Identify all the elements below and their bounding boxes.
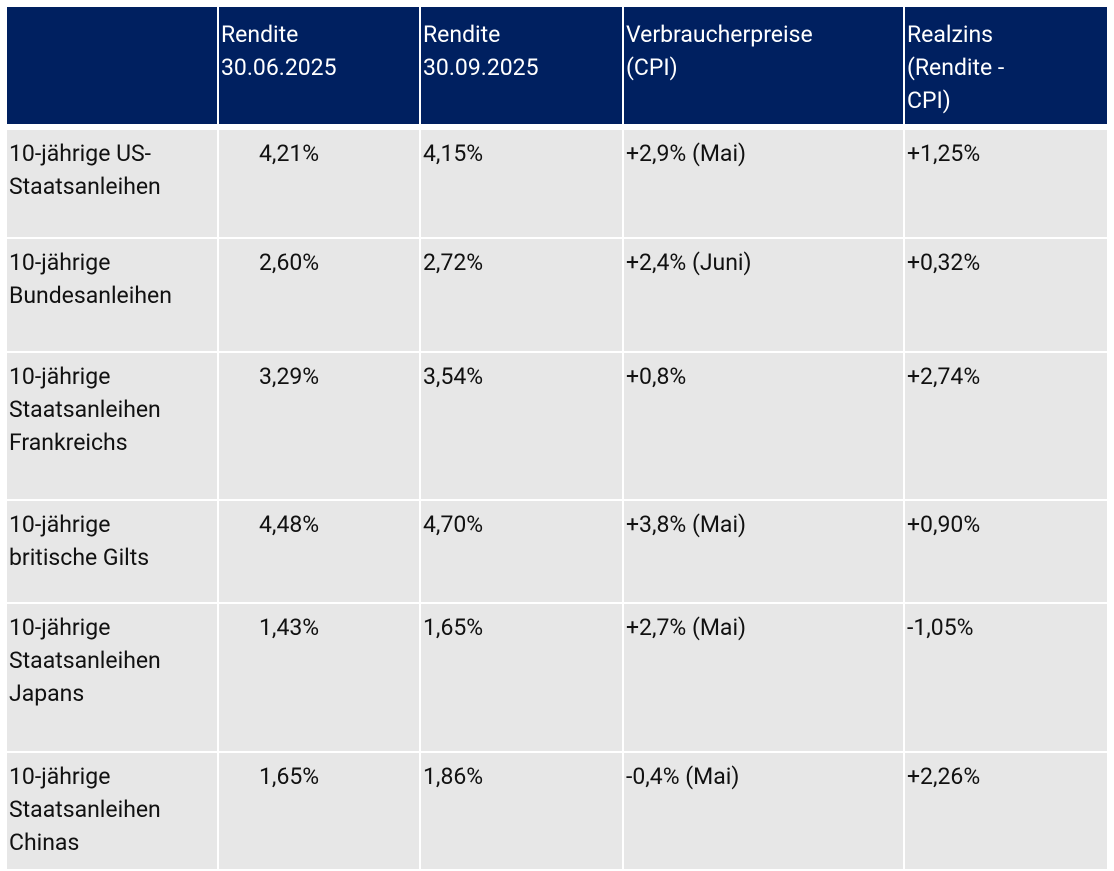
- text-line: Verbraucherpreise: [626, 21, 813, 48]
- header-cell: Verbraucherpreise (CPI): [624, 7, 905, 124]
- header-cell: Realzins (Rendite - CPI): [905, 7, 1107, 124]
- table-cell: 2,60%: [219, 239, 421, 351]
- table-cell: +0,90%: [905, 501, 1107, 602]
- table-cell: 3,29%: [219, 353, 421, 499]
- table-cell: 4,70%: [421, 501, 624, 602]
- table-cell: 10-jährige Bundesanleihen: [7, 239, 219, 351]
- text-line: Staatsanleihen: [9, 796, 161, 823]
- header-row: Rendite 30.06.2025 Rendite 30.09.2025 Verbra…: [7, 7, 1107, 130]
- table-cell: +3,8% (Mai): [624, 501, 905, 602]
- text-line: 10-jährige US-: [9, 140, 152, 167]
- text-line: 30.06.2025: [221, 54, 337, 81]
- table-cell: 1,65%: [219, 753, 421, 869]
- text-line: britische Gilts: [9, 544, 150, 571]
- table-cell: +2,7% (Mai): [624, 604, 905, 751]
- header-cell: Rendite 30.06.2025: [219, 7, 421, 124]
- table-cell: 1,43%: [219, 604, 421, 751]
- table-cell: 4,21%: [219, 130, 421, 237]
- table-cell: 3,54%: [421, 353, 624, 499]
- table-cell: 4,48%: [219, 501, 421, 602]
- text-line: Bundesanleihen: [9, 282, 172, 309]
- text-line: Staatsanleihen: [9, 647, 161, 674]
- table-cell: +2,9% (Mai): [624, 130, 905, 237]
- text-line: Staatsanleihen: [9, 173, 161, 200]
- text-line: Staatsanleihen: [9, 396, 161, 423]
- text-line: 10-jährige: [9, 249, 111, 276]
- table-cell: 2,72%: [421, 239, 624, 351]
- text-line: Frankreichs: [9, 429, 128, 456]
- table-cell: +0,8%: [624, 353, 905, 499]
- table: Rendite 30.06.2025 Rendite 30.09.2025 Verbra…: [7, 7, 1107, 871]
- table-cell: +2,74%: [905, 353, 1107, 499]
- table-cell: +1,25%: [905, 130, 1107, 237]
- table-row: 10-jährige Bundesanleihen 2,60% 2,72% +2,4% …: [7, 239, 1107, 353]
- table-row: 10-jährige Staatsanleihen Frankreichs 3,29%…: [7, 353, 1107, 501]
- text-line: 30.09.2025: [423, 54, 539, 81]
- table-row: 10-jährige Staatsanleihen Japans 1,43% 1,65%…: [7, 604, 1107, 753]
- table-cell: 10-jährige Staatsanleihen Frankreichs: [7, 353, 219, 499]
- table-cell: +2,26%: [905, 753, 1107, 869]
- text-line: Realzins: [907, 21, 994, 48]
- text-line: (CPI): [626, 54, 678, 81]
- table-cell: 1,65%: [421, 604, 624, 751]
- table-cell: +2,4% (Juni): [624, 239, 905, 351]
- text-line: 10-jährige: [9, 614, 111, 641]
- table-row: 10-jährige US- Staatsanleihen 4,21% 4,15% +2…: [7, 130, 1107, 239]
- text-line: 10-jährige: [9, 763, 111, 790]
- table-cell: -1,05%: [905, 604, 1107, 751]
- table-cell: -0,4% (Mai): [624, 753, 905, 869]
- text-line: Rendite: [221, 21, 299, 48]
- table-cell: 4,15%: [421, 130, 624, 237]
- text-line: Chinas: [9, 829, 80, 856]
- text-line: 10-jährige: [9, 363, 111, 390]
- text-line: (Rendite -: [907, 54, 1005, 81]
- text-line: Rendite: [423, 21, 501, 48]
- table-row: 10-jährige britische Gilts 4,48% 4,70% +3,8%…: [7, 501, 1107, 604]
- header-cell: [7, 7, 219, 124]
- table-cell: 1,86%: [421, 753, 624, 869]
- text-line: 10-jährige: [9, 511, 111, 538]
- table-cell: 10-jährige Staatsanleihen Chinas: [7, 753, 219, 869]
- table-row: 10-jährige Staatsanleihen Chinas 1,65% 1,86%…: [7, 753, 1107, 871]
- text-line: CPI): [907, 87, 951, 114]
- table-cell: 10-jährige US- Staatsanleihen: [7, 130, 219, 237]
- text-line: Japans: [9, 680, 85, 707]
- table-cell: +0,32%: [905, 239, 1107, 351]
- header-cell: Rendite 30.09.2025: [421, 7, 624, 124]
- table-cell: 10-jährige Staatsanleihen Japans: [7, 604, 219, 751]
- table-cell: 10-jährige britische Gilts: [7, 501, 219, 602]
